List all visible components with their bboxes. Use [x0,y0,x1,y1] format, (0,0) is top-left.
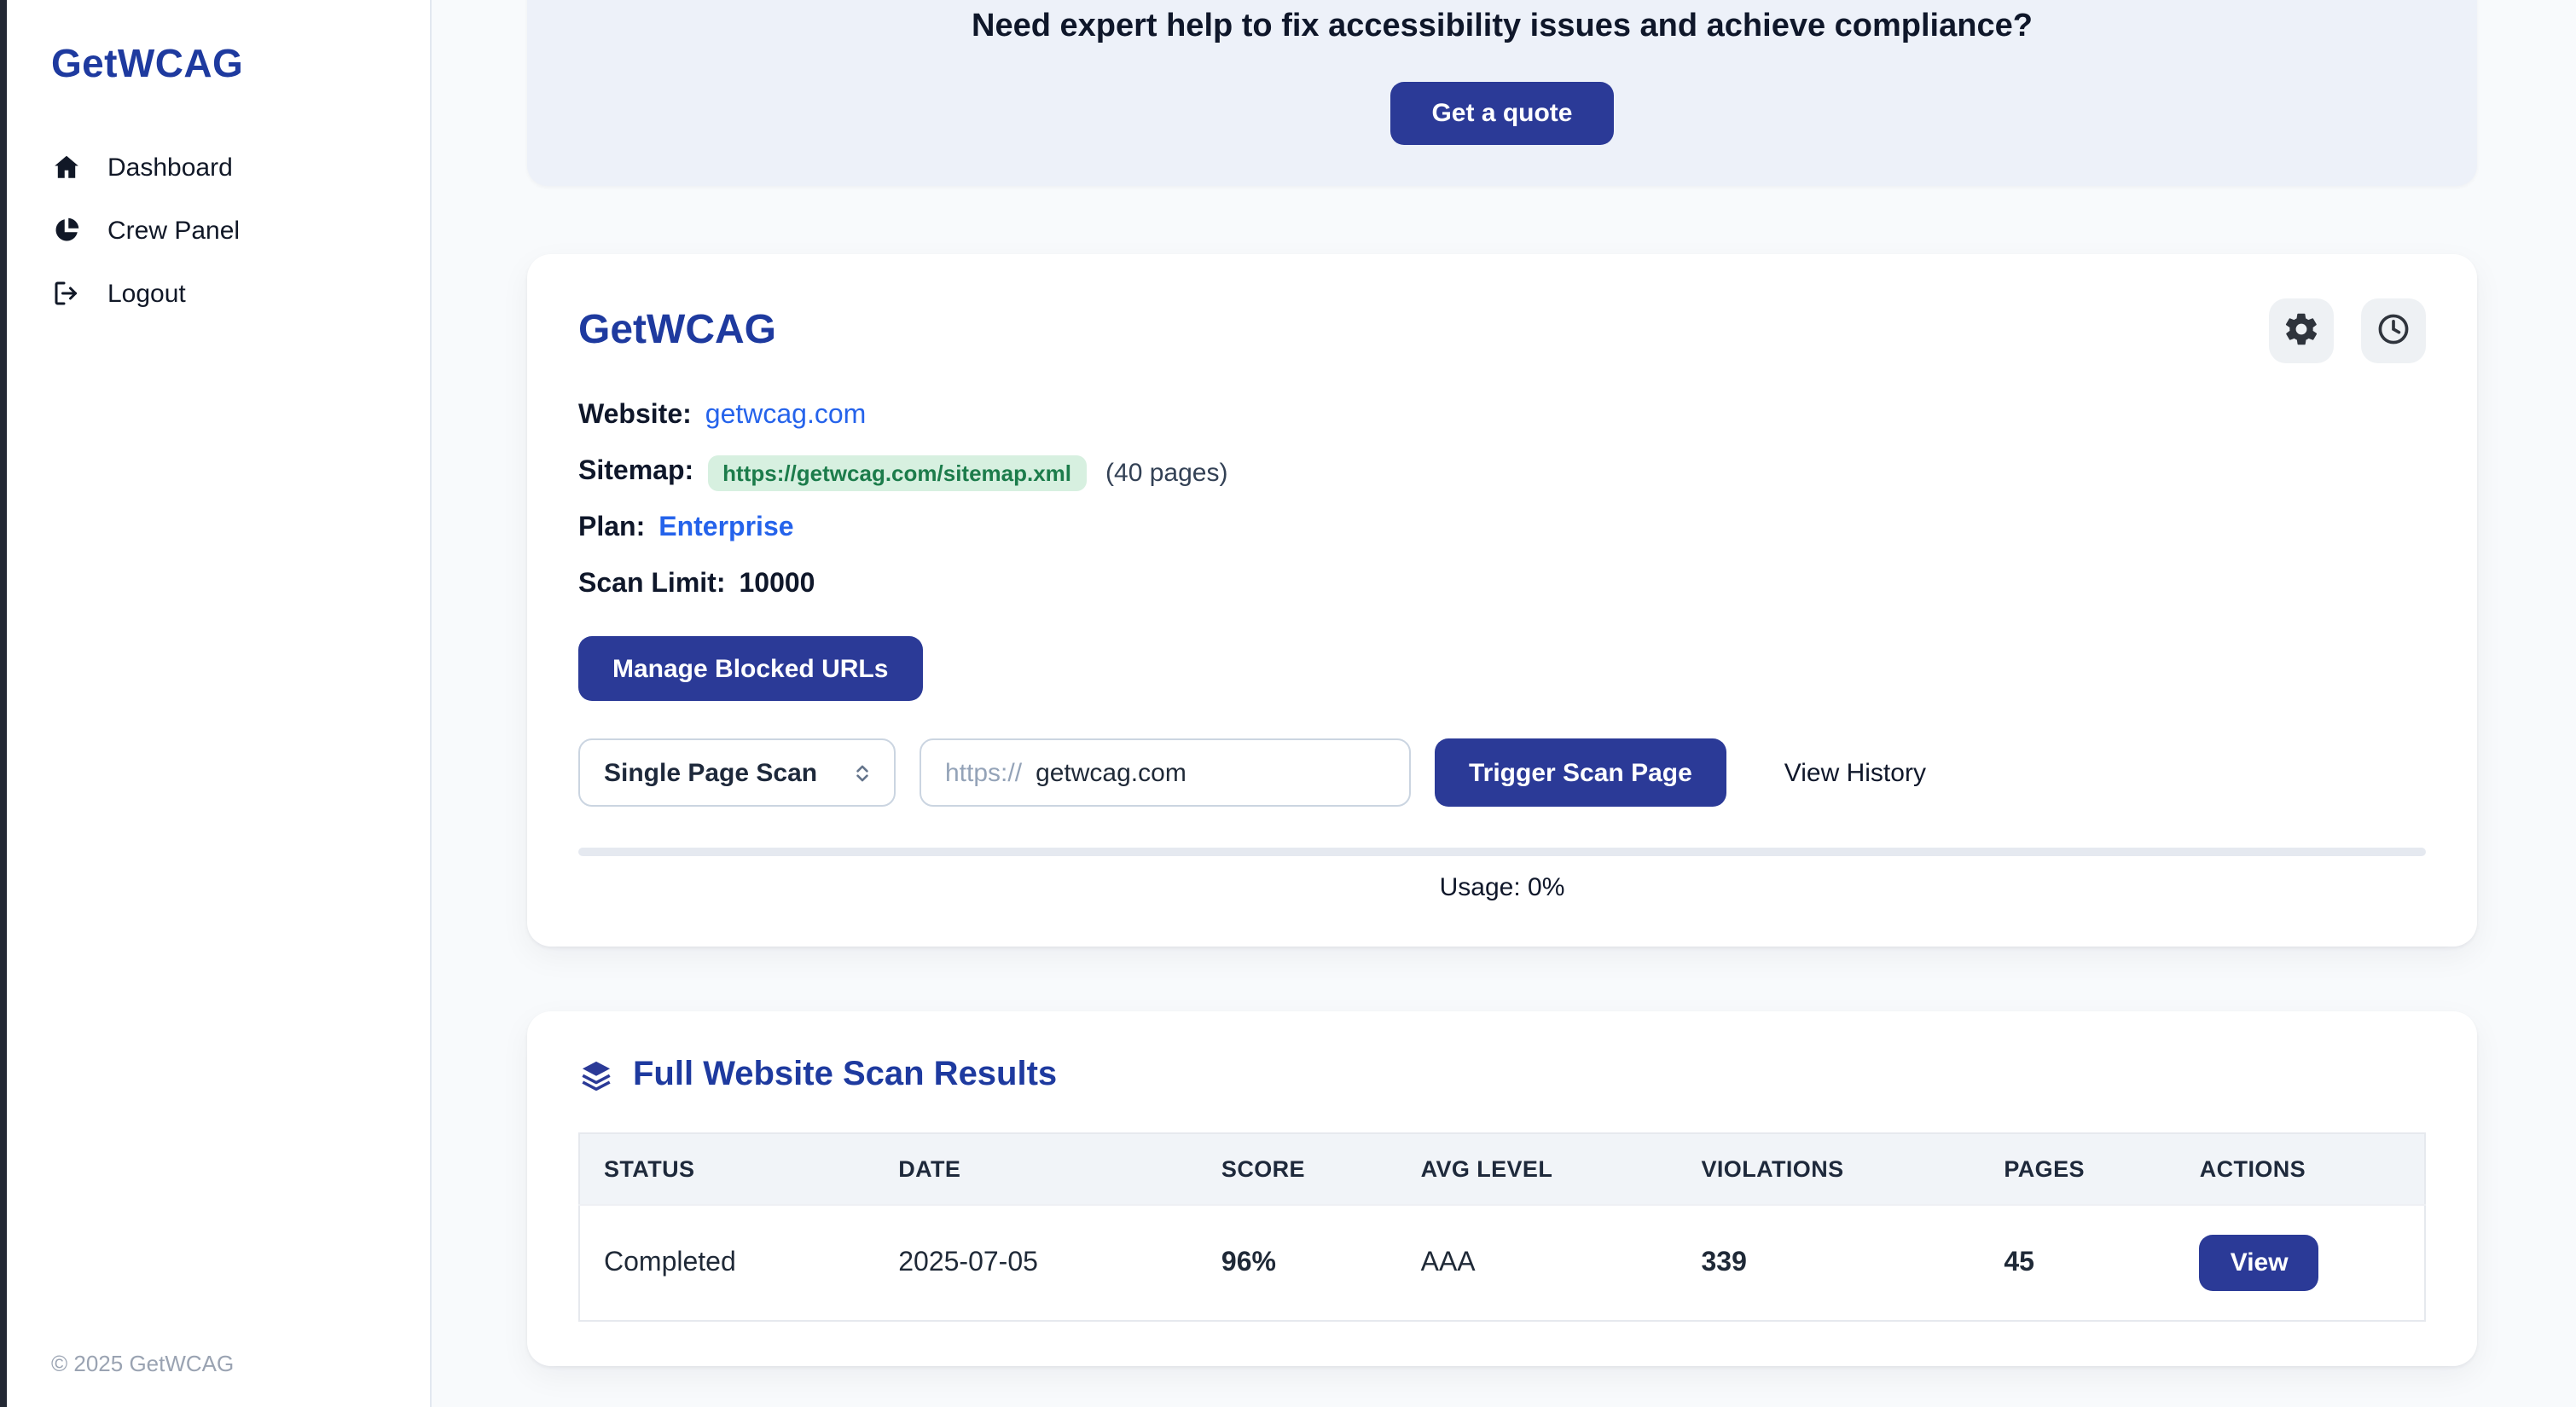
column-header-pages: PAGES [1980,1133,2176,1205]
sidebar-item-logout[interactable]: Logout [51,275,430,312]
get-quote-button[interactable]: Get a quote [1390,82,1614,145]
sidebar: GetWCAG Dashboard Crew Panel [7,0,432,1407]
cell-violations: 339 [1677,1204,1981,1321]
cell-score: 96% [1197,1204,1397,1321]
website-label: Website: [578,401,692,430]
table-row: Completed 2025-07-05 96% AAA 339 45 View [579,1204,2425,1321]
results-table: STATUS DATE SCORE AVG LEVEL VIOLATIONS P… [578,1132,2426,1322]
home-icon [51,152,82,182]
layers-icon [578,1057,614,1093]
scan-type-select[interactable]: Single Page Scan [578,738,896,807]
usage-text: Usage: 0% [1439,873,1565,902]
sidebar-item-label: Crew Panel [107,216,241,245]
scan-url-field[interactable]: https:// [920,738,1411,807]
view-history-link[interactable]: View History [1784,758,1926,787]
plan-value: Enterprise [659,513,794,542]
website-row: Website: getwcag.com [578,397,2426,435]
site-card-title: GetWCAG [578,307,776,353]
clock-icon [2375,310,2412,352]
usage-progress [578,848,2426,856]
sitemap-label: Sitemap: [578,457,694,486]
column-header-status: STATUS [579,1133,875,1205]
website-link[interactable]: getwcag.com [705,401,867,430]
scan-type-select-value: Single Page Scan [604,758,818,787]
scan-limit-label: Scan Limit: [578,570,726,599]
cell-status: Completed [579,1204,875,1321]
pie-chart-icon [51,215,82,246]
scan-limit-value: 10000 [739,570,815,599]
plan-label: Plan: [578,513,646,542]
cell-avg-level: AAA [1396,1204,1678,1321]
view-result-button[interactable]: View [2199,1235,2319,1291]
column-header-avg-level: AVG LEVEL [1396,1133,1678,1205]
sitemap-url-badge: https://getwcag.com/sitemap.xml [707,455,1088,490]
left-edge-bar [0,0,7,1407]
sitemap-row: Sitemap: https://getwcag.com/sitemap.xml… [578,454,2426,491]
cell-actions: View [2175,1204,2425,1321]
quote-banner: Need expert help to fix accessibility is… [527,0,2477,186]
scan-limit-row: Scan Limit: 10000 [578,566,2426,604]
results-title: Full Website Scan Results [633,1056,1058,1093]
cell-pages: 45 [1980,1204,2176,1321]
url-prefix: https:// [945,758,1023,787]
copyright-text: © 2025 GetWCAG [51,1351,235,1376]
table-header-row: STATUS DATE SCORE AVG LEVEL VIOLATIONS P… [579,1133,2425,1205]
sidebar-item-label: Dashboard [107,153,233,182]
sidebar-item-label: Logout [107,279,186,308]
column-header-score: SCORE [1197,1133,1397,1205]
sitemap-pages-count: (40 pages) [1105,458,1228,487]
column-header-date: DATE [874,1133,1198,1205]
banner-heading: Need expert help to fix accessibility is… [972,9,2033,44]
site-card: GetWCAG Website: [527,254,2477,947]
scan-url-input[interactable] [1036,758,1385,787]
manage-blocked-urls-button[interactable]: Manage Blocked URLs [578,636,923,701]
cell-date: 2025-07-05 [874,1204,1198,1321]
gear-icon [2283,310,2320,352]
settings-button[interactable] [2269,298,2334,363]
logout-icon [51,278,82,309]
column-header-violations: VIOLATIONS [1677,1133,1981,1205]
plan-row: Plan: Enterprise [578,510,2426,547]
history-button[interactable] [2361,298,2426,363]
results-card: Full Website Scan Results STATUS DATE SC… [527,1011,2477,1366]
column-header-actions: ACTIONS [2175,1133,2425,1205]
chevron-updown-icon [851,761,873,784]
app-logo[interactable]: GetWCAG [51,41,244,85]
sidebar-item-dashboard[interactable]: Dashboard [51,148,430,186]
main-content: Need expert help to fix accessibility is… [432,0,2576,1407]
sidebar-item-crew-panel[interactable]: Crew Panel [51,211,430,249]
trigger-scan-button[interactable]: Trigger Scan Page [1435,738,1726,807]
